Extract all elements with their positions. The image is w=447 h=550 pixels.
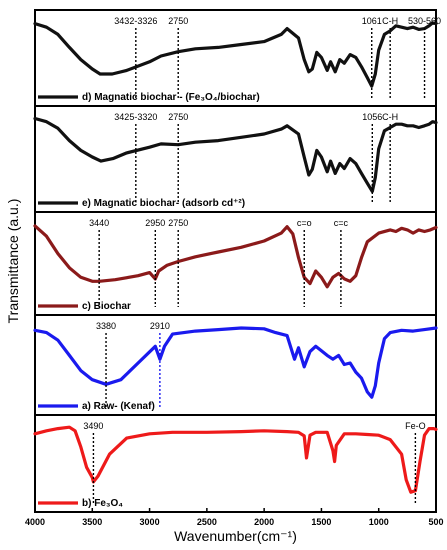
peak-label: 3432-3326 bbox=[114, 16, 157, 26]
peak-label: 2910 bbox=[150, 321, 170, 331]
x-tick-label: 1000 bbox=[369, 517, 389, 527]
series-group: b) Fe₃O₄ bbox=[33, 425, 438, 509]
legend-label: e) Magnatic biochar- (adsorb cd⁺²) bbox=[82, 198, 245, 209]
legend-label: d) Magnatic biochar - (Fe₃O₄/biochar) bbox=[82, 92, 260, 103]
peak-label: c=o bbox=[297, 218, 312, 228]
peak-label: 1056 bbox=[362, 112, 382, 122]
series-line bbox=[33, 116, 438, 193]
peak-label: c=c bbox=[334, 218, 349, 228]
x-tick-label: 500 bbox=[428, 517, 443, 527]
series-line bbox=[33, 326, 438, 399]
peak-label: 1061 bbox=[362, 16, 382, 26]
peak-label: C-H bbox=[382, 16, 398, 26]
series-group: a) Raw- (Kenaf) bbox=[33, 326, 438, 412]
legend-label: b) Fe₃O₄ bbox=[82, 498, 123, 509]
peak-label: 2950 bbox=[145, 218, 165, 228]
series-line bbox=[33, 425, 438, 494]
x-tick-label: 4000 bbox=[25, 517, 45, 527]
series-group: e) Magnatic biochar- (adsorb cd⁺²) bbox=[33, 116, 438, 209]
peak-label: Fe-O bbox=[405, 421, 426, 431]
x-axis-label: Wavenumber(cm⁻¹) bbox=[174, 528, 297, 544]
series-group: c) Biochar bbox=[33, 224, 438, 312]
peak-label: 3440 bbox=[89, 218, 109, 228]
legend-label: a) Raw- (Kenaf) bbox=[82, 401, 155, 412]
x-tick-label: 3500 bbox=[82, 517, 102, 527]
series-group: d) Magnatic biochar - (Fe₃O₄/biochar) bbox=[33, 21, 438, 103]
x-tick-label: 2500 bbox=[197, 517, 217, 527]
series-line bbox=[33, 224, 438, 289]
series-line bbox=[33, 21, 438, 88]
peak-label: 2750 bbox=[168, 112, 188, 122]
peak-label: 3380 bbox=[96, 321, 116, 331]
peak-label: 2750 bbox=[168, 16, 188, 26]
legend-label: c) Biochar bbox=[82, 301, 131, 312]
y-axis-label: Transmittance (a.u.) bbox=[5, 199, 21, 324]
peak-label: 3490 bbox=[83, 421, 103, 431]
peak-label: C-H bbox=[382, 112, 398, 122]
plot-frame bbox=[34, 9, 437, 513]
x-tick-label: 1500 bbox=[311, 517, 331, 527]
peak-label: 530-560 bbox=[408, 16, 441, 26]
peak-label: 2750 bbox=[168, 218, 188, 228]
peak-label: 3425-3320 bbox=[114, 112, 157, 122]
x-tick-label: 3000 bbox=[140, 517, 160, 527]
x-tick-label: 2000 bbox=[254, 517, 274, 527]
